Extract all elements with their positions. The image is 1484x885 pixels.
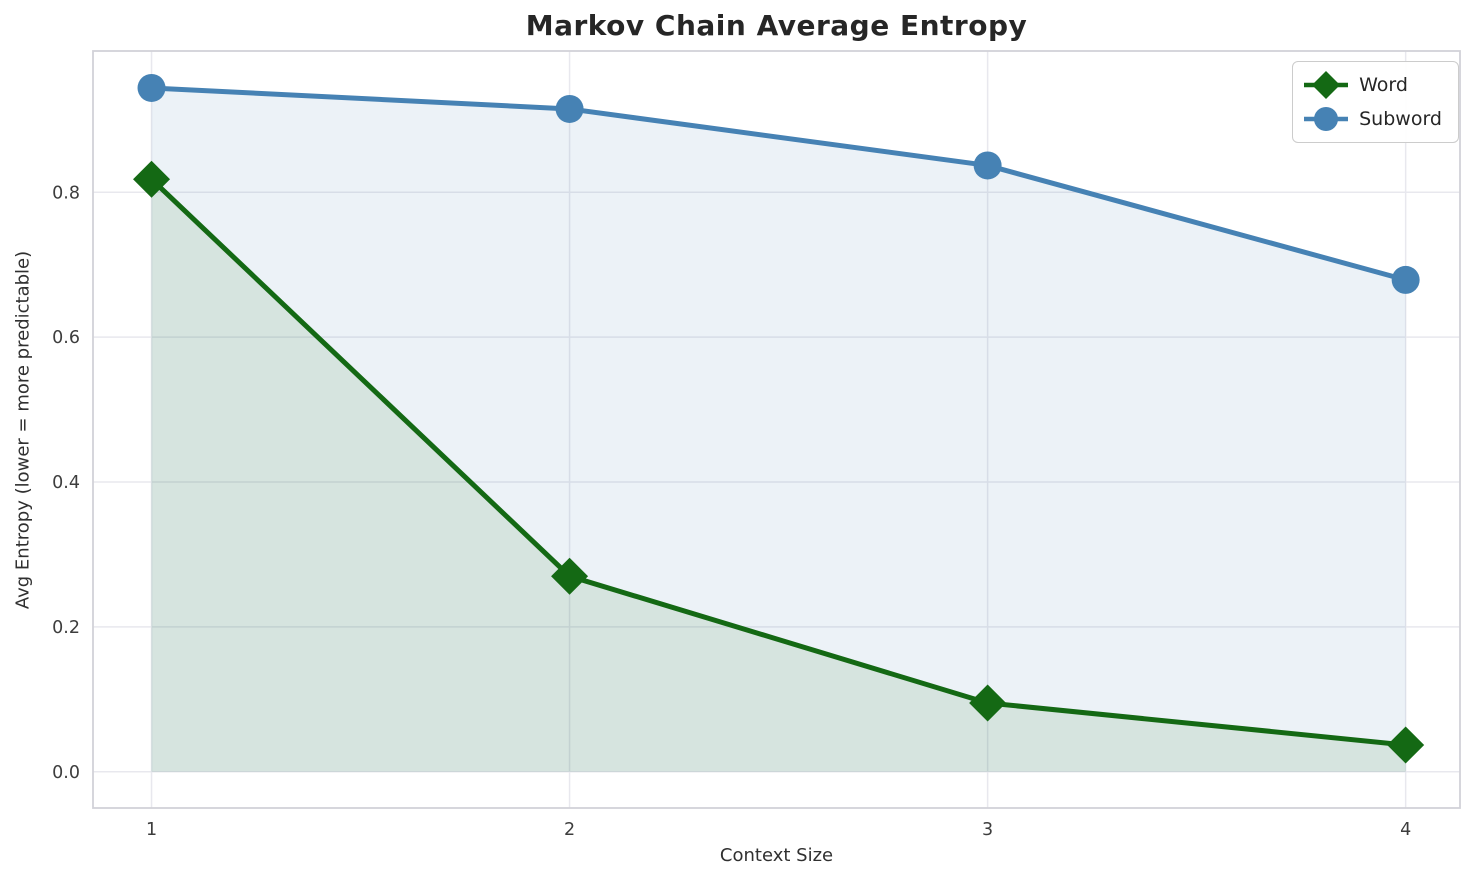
marker-circle-subword xyxy=(973,151,1002,180)
legend-label: Subword xyxy=(1359,108,1442,130)
circle-marker-icon xyxy=(1304,107,1349,131)
x-tick-label: 1 xyxy=(146,820,157,840)
legend: Word Subword xyxy=(1292,61,1459,143)
y-tick-label: 0.6 xyxy=(52,328,80,348)
series-line-subword xyxy=(149,85,1409,283)
legend-item-word: Word xyxy=(1302,69,1442,101)
marker-diamond-word xyxy=(133,160,171,198)
marker-circle-subword xyxy=(555,94,584,123)
marker-circle-subword xyxy=(137,73,166,102)
y-tick-label: 0.2 xyxy=(52,618,80,638)
y-tick-label: 0.0 xyxy=(52,763,80,783)
chart-title: Markov Chain Average Entropy xyxy=(525,9,1028,42)
legend-item-subword: Subword xyxy=(1302,103,1442,135)
x-tick-label: 3 xyxy=(982,820,993,840)
legend-label: Word xyxy=(1359,74,1408,96)
y-axis-label: Avg Entropy (lower = more predictable) xyxy=(12,250,34,610)
x-tick-label: 4 xyxy=(1400,820,1411,840)
area-fill-word xyxy=(151,179,1406,772)
x-tick-label: 2 xyxy=(564,820,575,840)
series-line-word xyxy=(149,176,1409,748)
diamond-marker-icon xyxy=(1304,71,1349,99)
y-tick-label: 0.4 xyxy=(52,473,80,493)
plot-border xyxy=(92,50,1461,809)
marker-circle-subword xyxy=(1391,265,1420,294)
marker-diamond-word xyxy=(551,557,589,595)
area-fill-subword xyxy=(151,87,1406,772)
marker-diamond-word xyxy=(1387,726,1425,764)
x-axis-label: Context Size xyxy=(719,845,834,866)
marker-diamond-word xyxy=(969,684,1007,722)
y-tick-label: 0.8 xyxy=(52,183,80,203)
